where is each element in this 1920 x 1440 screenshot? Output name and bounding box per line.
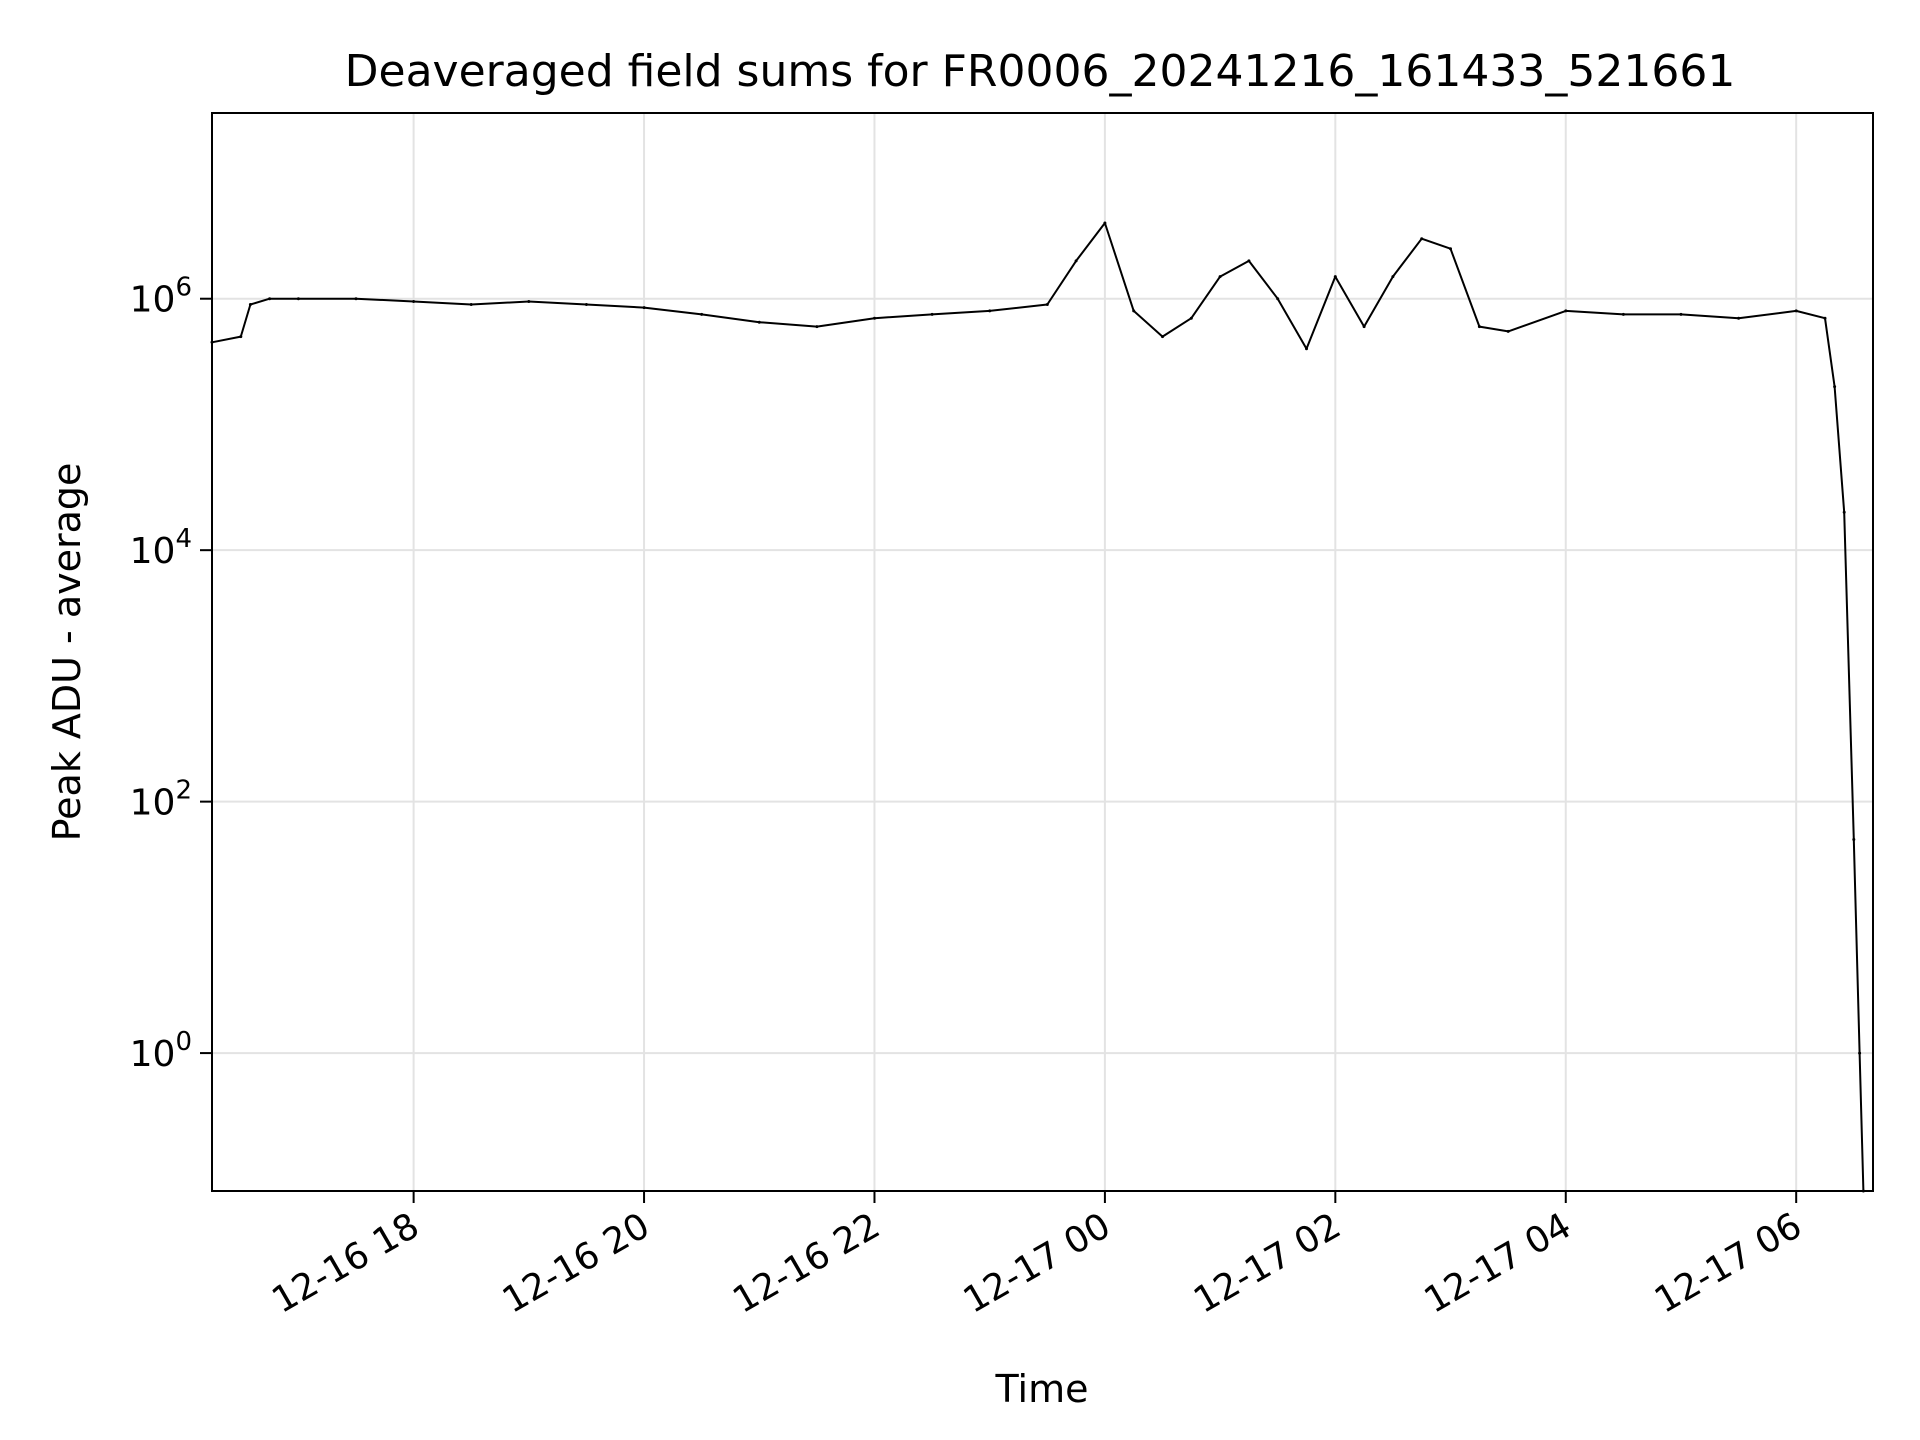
data-point [930, 312, 934, 316]
data-point [412, 300, 416, 303]
data-point [1103, 221, 1107, 225]
y-axis-label: Peak ADU - average [45, 463, 89, 842]
data-point [1247, 259, 1251, 263]
data-point [1161, 335, 1164, 339]
data-point [1218, 275, 1222, 279]
y-tick-exponent: 2 [175, 776, 192, 806]
data-point [354, 297, 358, 301]
data-point [1506, 329, 1510, 333]
data-point [1333, 275, 1337, 279]
data-point [1858, 1051, 1862, 1055]
data-point [1679, 312, 1683, 316]
data-point [1420, 237, 1424, 241]
y-tick-base: 10 [130, 531, 176, 572]
y-tick-exponent: 0 [175, 1027, 192, 1057]
y-tick-label: 106 [130, 273, 192, 321]
plot-frame [211, 112, 1874, 1192]
data-point [584, 303, 588, 306]
data-point [642, 306, 646, 310]
data-point [1132, 309, 1136, 313]
data-point [1823, 316, 1827, 320]
data-point [1276, 297, 1280, 301]
data-point [248, 303, 252, 306]
data-point [988, 309, 992, 313]
data-point [1852, 838, 1856, 841]
data-point [700, 312, 704, 316]
data-point [1833, 385, 1837, 389]
data-point [1391, 275, 1395, 279]
grid-lines [212, 113, 1873, 1191]
data-point [239, 335, 243, 339]
data-point [1737, 316, 1741, 320]
data-point [527, 300, 531, 303]
data-point [1045, 303, 1049, 306]
data-point [296, 297, 300, 301]
data-point [1794, 309, 1798, 313]
x-axis-label: Time [995, 1367, 1089, 1411]
data-point [1305, 347, 1308, 351]
data-point [757, 320, 761, 324]
y-tick-label: 102 [130, 776, 192, 824]
data-point [1564, 309, 1568, 313]
data-point [1477, 325, 1481, 329]
data-point [1362, 325, 1366, 329]
data-point [268, 297, 272, 301]
data-point [1074, 259, 1078, 263]
data-point [469, 303, 473, 306]
data-point [873, 316, 876, 320]
data-point [1621, 312, 1625, 316]
y-tick-exponent: 6 [175, 273, 192, 303]
y-tick-base: 10 [130, 783, 176, 824]
data-point [1842, 510, 1846, 514]
y-tick-exponent: 4 [175, 524, 192, 554]
data-point [815, 325, 819, 329]
y-tick-base: 10 [130, 280, 176, 321]
y-tick-base: 10 [130, 1034, 176, 1075]
chart-title: Deaveraged field sums for FR0006_2024121… [345, 46, 1736, 97]
y-tick-label: 100 [130, 1027, 192, 1075]
data-point [1189, 316, 1193, 320]
y-tick-label: 104 [130, 524, 192, 572]
data-point [1449, 247, 1452, 251]
